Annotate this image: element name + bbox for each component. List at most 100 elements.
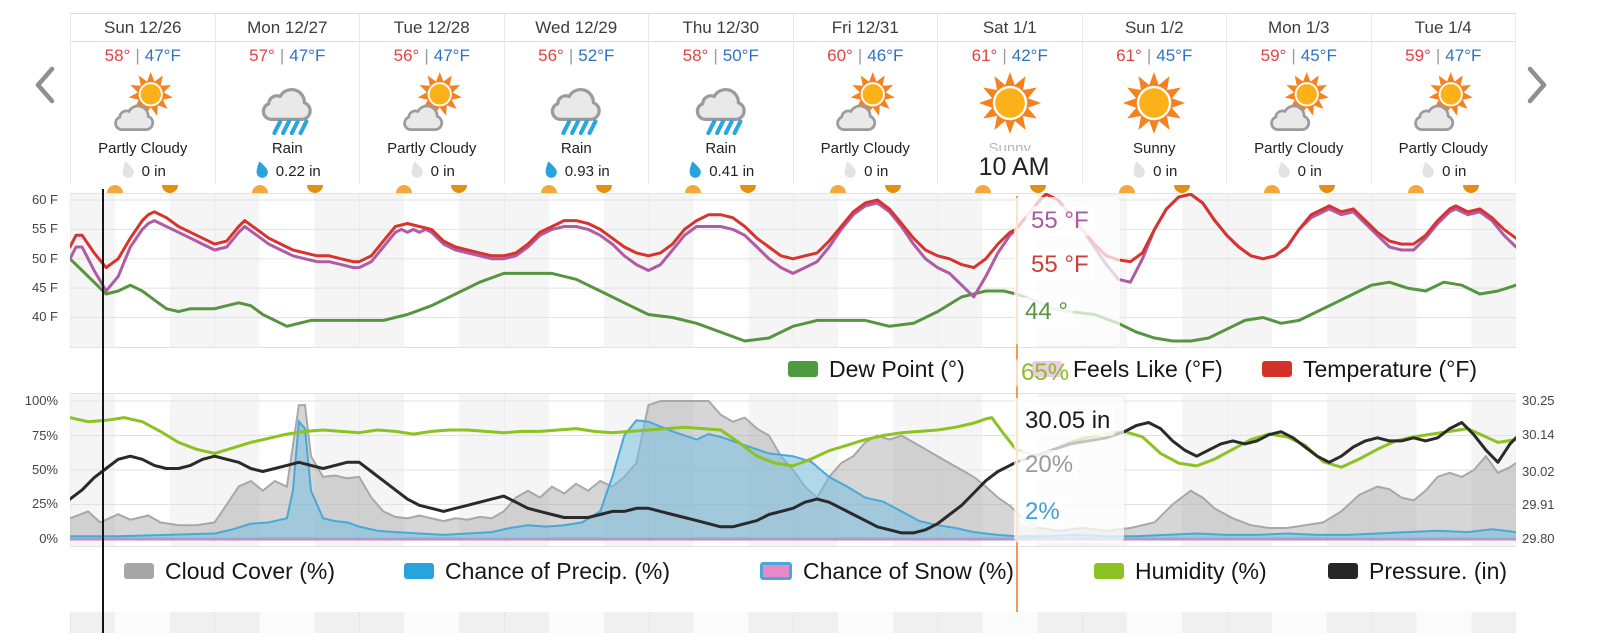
high-temp: 60°	[827, 46, 853, 65]
low-temp: 47°F	[289, 46, 326, 65]
low-temp: 47°F	[433, 46, 470, 65]
precip-value: 0 in	[430, 162, 455, 180]
day-name: Tue 12/28	[360, 14, 504, 42]
sunset-icon	[740, 185, 757, 193]
precip-amount: 0 in	[794, 159, 938, 183]
forecast-day-cell[interactable]: Mon 12/27 57° | 47°F Rain 0.22 in	[215, 14, 360, 184]
legend-label: Feels Like (°F)	[1073, 355, 1223, 382]
legend-item[interactable]: Cloud Cover (%)	[124, 558, 335, 584]
forecast-day-cell[interactable]: Mon 1/3 59° | 45°F Partly Cloudy 0 in	[1227, 14, 1372, 184]
next-days-button[interactable]	[1520, 64, 1554, 110]
low-temp: 52°F	[578, 46, 615, 65]
precip-value: 0.22 in	[275, 162, 321, 180]
legend-item[interactable]: Pressure. (in)	[1328, 558, 1507, 584]
forecast-day-cell[interactable]: Tue 12/28 56° | 47°F Partly Cloudy 0 in	[360, 14, 505, 184]
day-name: Wed 12/29	[504, 14, 648, 42]
chevron-left-icon	[32, 65, 58, 110]
low-temp: 47°F	[1445, 46, 1482, 65]
conditions-chart-area	[70, 393, 1516, 547]
droplet-icon	[120, 160, 135, 182]
axis-tick-label: 45 F	[31, 280, 58, 296]
high-temp: 58°	[104, 46, 131, 65]
low-temp: 45°F	[1300, 46, 1337, 65]
temperature-chart-area	[70, 193, 1516, 348]
legend-item[interactable]: Chance of Snow (%)	[760, 558, 1014, 584]
condition-label: Rain	[560, 140, 592, 157]
precip-value: 0 in	[1297, 162, 1322, 180]
sunrise-icon	[1263, 185, 1280, 193]
tooltip-time: 10 AM	[946, 151, 1082, 184]
precip-value: 0.41 in	[709, 162, 755, 180]
weather-icon	[1083, 68, 1227, 138]
day-high-low: 58° | 50°F	[649, 42, 793, 68]
legend-swatch	[788, 361, 818, 377]
temp-separator: |	[1435, 46, 1441, 65]
day-name: Mon 12/27	[215, 14, 359, 42]
axis-tick-label: 30.25	[1522, 392, 1555, 408]
day-high-low: 59° | 45°F	[1227, 42, 1371, 68]
day-forecast-strip: Sun 12/26 58° | 47°F Partly Cloudy 0 in Mo…	[70, 13, 1516, 184]
axis-tick-label: 55 F	[31, 221, 58, 237]
legend-label: Cloud Cover (%)	[165, 557, 335, 584]
precip-amount: 0.41 in	[649, 159, 793, 183]
temperature-chart[interactable]	[70, 193, 1516, 348]
legend-label: Pressure. (in)	[1369, 557, 1508, 584]
forecast-day-cell[interactable]: Sun 1/2 61° | 45°F Sunny 0 in	[1082, 14, 1227, 184]
weather-icon	[505, 68, 649, 138]
forecast-day-cell[interactable]: Wed 12/29 56° | 52°F Rain 0.93 in	[504, 14, 649, 184]
sunrise-icon	[685, 185, 702, 193]
day-high-low: 58° | 47°F	[71, 42, 215, 68]
condition-label: Partly Cloudy	[1254, 140, 1344, 157]
droplet-icon	[1420, 160, 1435, 182]
axis-tick-label: 29.80	[1522, 531, 1555, 547]
axis-tick-label: 50 F	[31, 250, 58, 266]
temp-separator: |	[1291, 46, 1296, 65]
legend-swatch	[1094, 563, 1124, 579]
axis-tick-label: 30.14	[1522, 426, 1555, 442]
forecast-day-cell[interactable]: Thu 12/30 58° | 50°F Rain 0.41 in	[649, 14, 794, 184]
forecast-day-cell[interactable]: Sat 1/1 61° | 42°F Sunny	[938, 14, 1083, 184]
weather-icon	[216, 68, 360, 138]
conditions-chart[interactable]	[70, 393, 1516, 547]
forecast-day-cell[interactable]: Sun 12/26 58° | 47°F Partly Cloudy 0 in	[71, 14, 216, 184]
precip-value: 0.93 in	[564, 162, 610, 180]
prev-days-button[interactable]	[28, 64, 62, 110]
axis-tick-label: 25%	[31, 496, 58, 512]
high-temp: 56°	[393, 46, 420, 65]
condition-label: Partly Cloudy	[387, 140, 477, 157]
low-temp: 45°F	[1156, 46, 1193, 65]
legend-item[interactable]: Temperature (°F)	[1262, 356, 1477, 382]
sunset-icon	[162, 185, 178, 193]
day-high-low: 59° | 47°F	[1372, 42, 1516, 68]
condition-label: Rain	[705, 140, 737, 157]
axis-tick-label: 60 F	[31, 192, 58, 208]
precip-amount: 0 in	[1083, 159, 1227, 183]
day-high-low: 57° | 47°F	[216, 42, 360, 68]
droplet-icon	[1131, 160, 1146, 182]
low-temp: 46°F	[867, 46, 904, 65]
sunset-icon	[595, 185, 612, 193]
sunset-icon	[885, 185, 901, 193]
forecast-day-cell[interactable]: Tue 1/4 59° | 47°F Partly Cloudy 0 in	[1371, 14, 1516, 184]
precip-amount: 0.22 in	[216, 159, 360, 183]
sunrise-icon	[1119, 185, 1136, 193]
temp-separator: |	[857, 46, 863, 65]
legend-item[interactable]: Dew Point (°)	[788, 356, 965, 382]
legend-item[interactable]: Humidity (%)	[1094, 558, 1267, 584]
weather-icon	[71, 68, 215, 138]
high-temp: 59°	[1260, 46, 1287, 65]
day-name: Mon 1/3	[1227, 14, 1371, 42]
day-high-low: 61° | 45°F	[1083, 42, 1227, 68]
sunset-icon	[1174, 185, 1191, 193]
weather-icon	[938, 68, 1082, 138]
sunrise-icon	[107, 185, 123, 193]
day-name: Sun 12/26	[71, 14, 215, 42]
high-temp: 57°	[249, 46, 275, 65]
forecast-day-cell[interactable]: Fri 12/31 60° | 46°F Partly Cloudy 0 in	[793, 14, 938, 184]
sunrise-icon	[396, 185, 413, 193]
legend-item[interactable]: Chance of Precip. (%)	[404, 558, 670, 584]
droplet-icon	[409, 160, 424, 182]
day-high-low: 56° | 47°F	[360, 42, 504, 68]
condition-label: Partly Cloudy	[820, 140, 910, 157]
legend-label: Chance of Precip. (%)	[445, 557, 670, 584]
